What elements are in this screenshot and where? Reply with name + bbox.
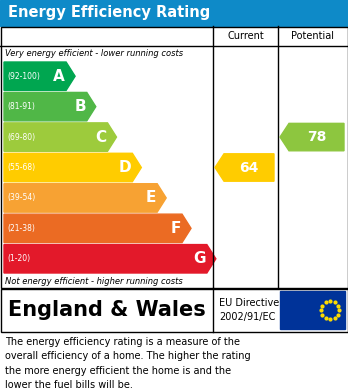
Bar [0,289,348,332]
Text: Very energy efficient - lower running costs: Very energy efficient - lower running co… [5,50,183,59]
Text: E: E [146,190,156,205]
Text: (39-54): (39-54) [7,194,35,203]
Text: D: D [119,160,131,175]
Text: (55-68): (55-68) [7,163,35,172]
Polygon shape [4,123,117,151]
Text: (92-100): (92-100) [7,72,40,81]
Polygon shape [4,184,166,212]
Text: EU Directive
2002/91/EC: EU Directive 2002/91/EC [219,298,279,322]
Text: (21-38): (21-38) [7,224,35,233]
Text: Not energy efficient - higher running costs: Not energy efficient - higher running co… [5,276,183,285]
Text: A: A [53,69,65,84]
Polygon shape [4,214,191,242]
Text: England & Wales: England & Wales [8,300,206,320]
Text: Potential: Potential [292,31,334,41]
Bar [0,27,348,287]
Text: Energy Efficiency Rating: Energy Efficiency Rating [8,5,210,20]
Text: F: F [171,221,181,236]
Polygon shape [4,92,96,121]
Polygon shape [4,153,141,182]
Polygon shape [280,123,344,151]
Bar [0,288,348,332]
Text: Current: Current [227,31,264,41]
Text: C: C [95,129,106,145]
Text: (81-91): (81-91) [7,102,35,111]
Polygon shape [4,245,216,273]
Bar [280,291,345,329]
Bar [0,0,348,26]
Text: (1-20): (1-20) [7,254,30,263]
Text: (69-80): (69-80) [7,133,35,142]
Text: 64: 64 [239,160,259,174]
Text: B: B [74,99,86,114]
Text: The energy efficiency rating is a measure of the
overall efficiency of a home. T: The energy efficiency rating is a measur… [5,337,251,390]
Polygon shape [4,62,75,90]
Text: G: G [193,251,206,266]
Bar [0,26,348,288]
Text: 78: 78 [307,130,326,144]
Polygon shape [215,154,274,181]
